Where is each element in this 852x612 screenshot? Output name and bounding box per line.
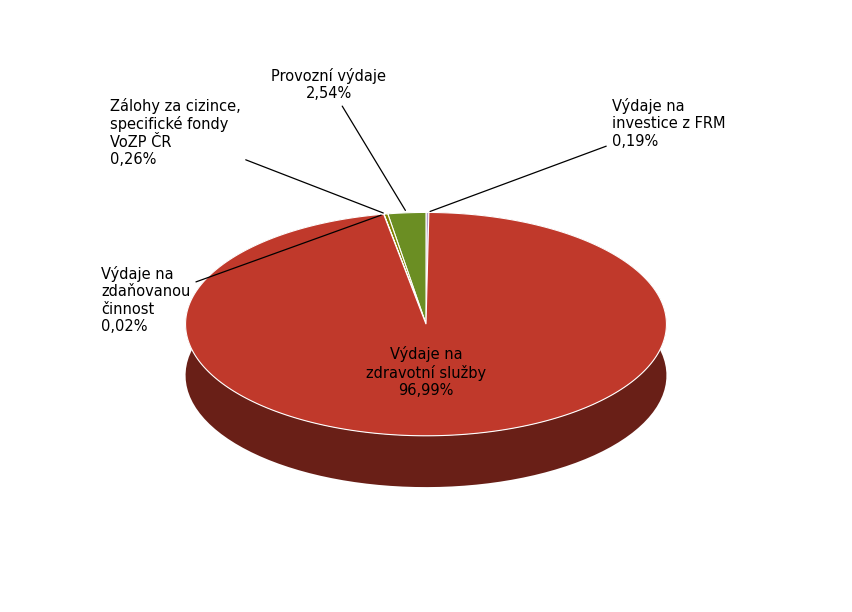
Polygon shape [186, 212, 666, 487]
Polygon shape [426, 212, 429, 375]
Polygon shape [426, 212, 429, 375]
Text: Zálohy za cizince,
specifické fondy
VoZP ČR
0,26%: Zálohy za cizince, specifické fondy VoZP… [110, 98, 383, 213]
Text: Výdaje na
investice z FRM
0,19%: Výdaje na investice z FRM 0,19% [430, 98, 725, 212]
Polygon shape [388, 212, 426, 324]
Text: Výdaje na
zdravotní služby
96,99%: Výdaje na zdravotní služby 96,99% [366, 346, 486, 398]
Polygon shape [384, 214, 426, 324]
Polygon shape [383, 214, 426, 324]
Polygon shape [383, 214, 426, 375]
Polygon shape [186, 212, 666, 436]
Polygon shape [384, 214, 426, 375]
Text: Provozní výdaje
2,54%: Provozní výdaje 2,54% [272, 67, 406, 211]
Polygon shape [426, 212, 429, 324]
Polygon shape [426, 212, 429, 264]
Text: Výdaje na
zdaňovanou
činnost
0,02%: Výdaje na zdaňovanou činnost 0,02% [101, 215, 381, 334]
Polygon shape [384, 214, 426, 375]
Polygon shape [388, 214, 426, 375]
Polygon shape [383, 214, 426, 375]
Polygon shape [388, 214, 426, 375]
Polygon shape [388, 212, 426, 265]
Polygon shape [384, 214, 388, 266]
